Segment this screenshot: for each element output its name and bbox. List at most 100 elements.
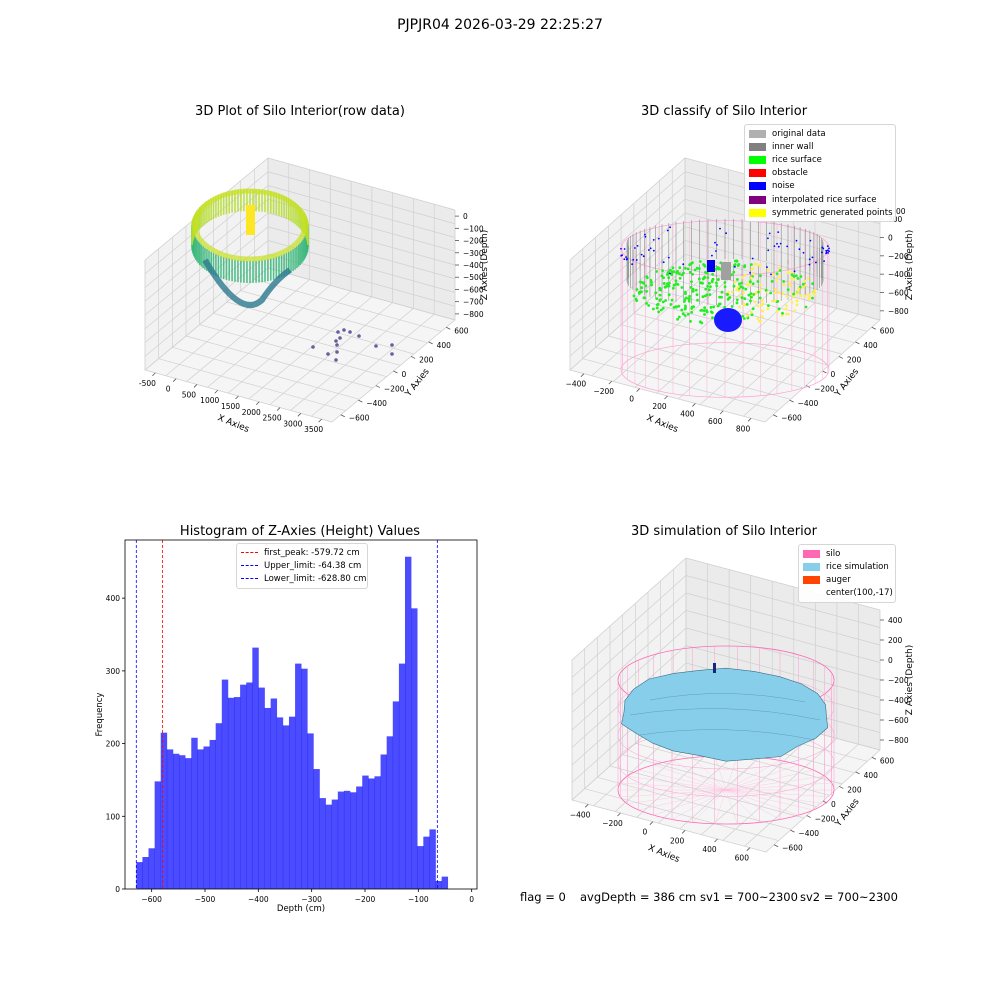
raw-floor-grid — [172, 346, 360, 400]
classify-surface-point — [706, 276, 710, 279]
sim-ztick-label: 200 — [888, 636, 903, 645]
raw-ztick-label: −200 — [463, 237, 484, 246]
classify-surface-point — [691, 272, 694, 276]
classify-surface-point — [707, 288, 711, 292]
classify-surface-point — [758, 296, 762, 300]
classify-noise-point — [795, 239, 798, 242]
classify-surface-point — [642, 281, 645, 285]
classify-surface-point — [677, 272, 681, 276]
classify-noise-point — [823, 260, 825, 262]
sim-silo-floor-spoke — [692, 757, 727, 791]
classify-noise-point — [733, 266, 736, 268]
classify-surface-point — [757, 290, 760, 294]
classify-surface-point — [680, 286, 684, 289]
classify-surface-point — [751, 267, 754, 270]
classify-surface-point — [639, 280, 643, 284]
classify-surface-point — [701, 277, 705, 281]
sim-silo-floor-spoke — [725, 789, 799, 816]
sim-legend-label: silo — [826, 548, 841, 559]
classify-surface-point — [691, 289, 695, 293]
classify-surface-point — [661, 300, 665, 304]
classify-ytick-mark — [822, 370, 827, 374]
raw-ztick-label: −500 — [463, 273, 484, 282]
sim-floor-grid — [701, 732, 816, 835]
classify-surface-point — [678, 276, 682, 280]
sim-xlabel: X Axies — [646, 843, 681, 865]
classify-surface-point — [714, 267, 718, 271]
classify-legend-label: symmetric generated points — [772, 207, 893, 218]
classify-surface-point — [775, 272, 779, 276]
histogram-xtick-label: −100 — [408, 895, 429, 904]
classify-plot-title: 3D classify of Silo Interior — [640, 104, 808, 119]
classify-surface-point — [775, 278, 779, 282]
sim-wall-grid — [571, 557, 687, 661]
classify-surface-point — [753, 262, 757, 266]
classify-legend-entry: noise — [749, 180, 891, 193]
classify-noise-point — [716, 244, 718, 246]
classify-surface-point — [677, 304, 681, 308]
sim-silo-floor-spoke — [725, 789, 814, 811]
raw-floor-grid — [186, 279, 310, 382]
classify-noise-point — [644, 233, 646, 236]
raw-ylabel: Y Axies — [403, 367, 432, 400]
classify-surface-point — [777, 291, 781, 294]
classify-surface-point — [795, 292, 798, 295]
classify-wall-grid — [569, 157, 686, 261]
classify-noise-point — [652, 239, 655, 241]
histogram-xtick-label: −300 — [301, 895, 322, 904]
raw-wall-grid — [144, 226, 269, 330]
histogram-legend-entry: first_peak: -579.72 cm — [241, 546, 363, 559]
raw-xtick-mark — [214, 389, 219, 394]
classify-ytick-mark — [855, 341, 860, 345]
classify-surface-point — [735, 288, 739, 292]
histogram-ytick-label: 0 — [115, 885, 120, 894]
sim-ytick-mark — [806, 815, 811, 818]
classify-wall-grid — [684, 240, 881, 293]
raw-xtick-label: 1000 — [200, 396, 219, 405]
sim-ztick-label: −800 — [888, 736, 909, 745]
histogram-title: Histogram of Z-Axies (Height) Values — [179, 524, 421, 539]
classify-surface-point — [736, 285, 740, 289]
classify-zlabel: Z Axies (Depth) — [905, 230, 915, 301]
classify-floor-grid — [621, 324, 817, 378]
sim-silo-floor-spoke — [725, 789, 760, 823]
sim-xtick-label: 400 — [702, 845, 717, 854]
classify-surface-point — [705, 293, 709, 297]
raw-xtick-mark — [193, 384, 198, 388]
sim-xtick-label: −400 — [570, 810, 591, 819]
classify-surface-point — [741, 314, 745, 318]
classify-xtick-mark — [692, 403, 696, 407]
classify-surface-point — [645, 275, 649, 279]
raw-floor-grid — [213, 312, 401, 366]
classify-surface-point — [723, 281, 727, 284]
classify-surface-point — [667, 276, 671, 280]
sim-ztick-label: 400 — [888, 616, 903, 625]
classify-surface-point — [671, 266, 675, 270]
classify-surface-point — [790, 301, 794, 304]
histogram-bar — [282, 725, 290, 889]
classify-surface-point — [708, 293, 712, 296]
classify-noise-point — [749, 272, 751, 274]
classify-xtick-label: 0 — [629, 395, 634, 404]
classify-surface-point — [647, 304, 651, 307]
histogram-bar — [301, 668, 308, 889]
classify-surface-point — [676, 317, 679, 321]
raw-ztick-label: 0 — [463, 212, 468, 221]
raw-xtick-label: 0 — [166, 385, 171, 394]
classify-surface-point — [740, 276, 744, 279]
classify-ytick-mark — [773, 414, 778, 418]
classify-surface-point — [782, 280, 786, 283]
classify-surface-point — [667, 293, 671, 297]
classify-surface-point — [670, 298, 674, 302]
sim-ztick-label: −200 — [888, 676, 909, 685]
sim-silo-floor-spoke — [725, 757, 760, 791]
histogram-bar — [258, 687, 265, 889]
sim-silo-floor-spoke — [725, 775, 825, 791]
classify-noise-point — [620, 247, 622, 250]
classify-noise-point — [793, 270, 796, 273]
raw-xtick-label: 2500 — [263, 414, 282, 423]
sim-xtick-mark — [649, 821, 654, 825]
classify-surface-point — [759, 319, 762, 323]
classify-surface-point — [697, 267, 701, 270]
